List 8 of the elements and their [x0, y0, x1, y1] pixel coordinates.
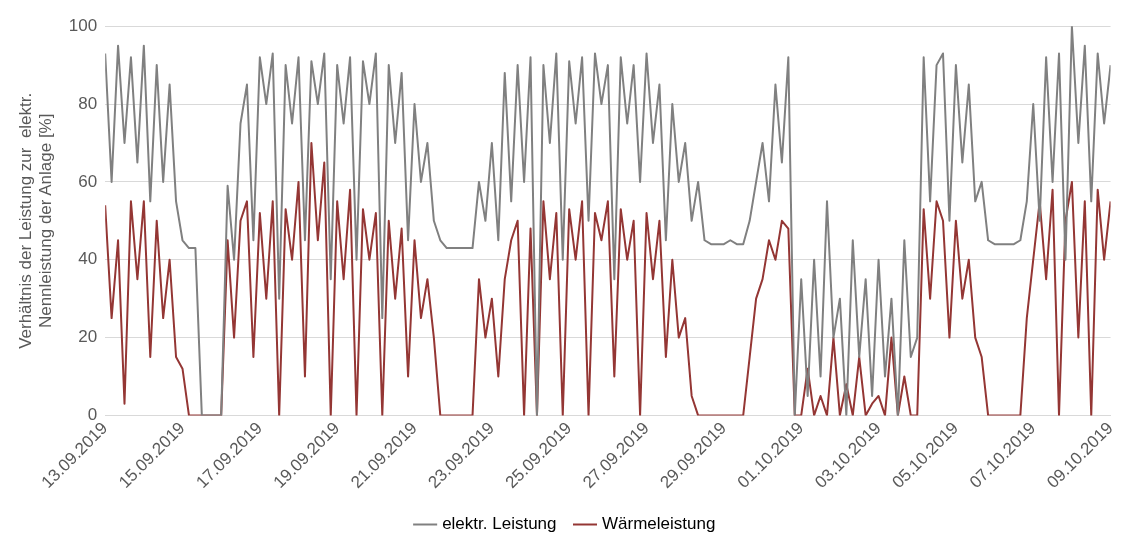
legend-label: Wärmeleistung [601, 514, 716, 534]
y-tick-label: 20 [78, 327, 98, 347]
y-tick-label: 100 [68, 15, 98, 35]
y-tick-label: 40 [78, 249, 98, 269]
y-tick-label: 80 [78, 93, 98, 113]
legend-label: elektr. Leistung [442, 514, 557, 534]
y-tick-label: 60 [78, 171, 98, 191]
y-axis-title: Verhältnis der Leistung zur elektr. Nennleistung der Anlage [%] [15, 92, 56, 349]
